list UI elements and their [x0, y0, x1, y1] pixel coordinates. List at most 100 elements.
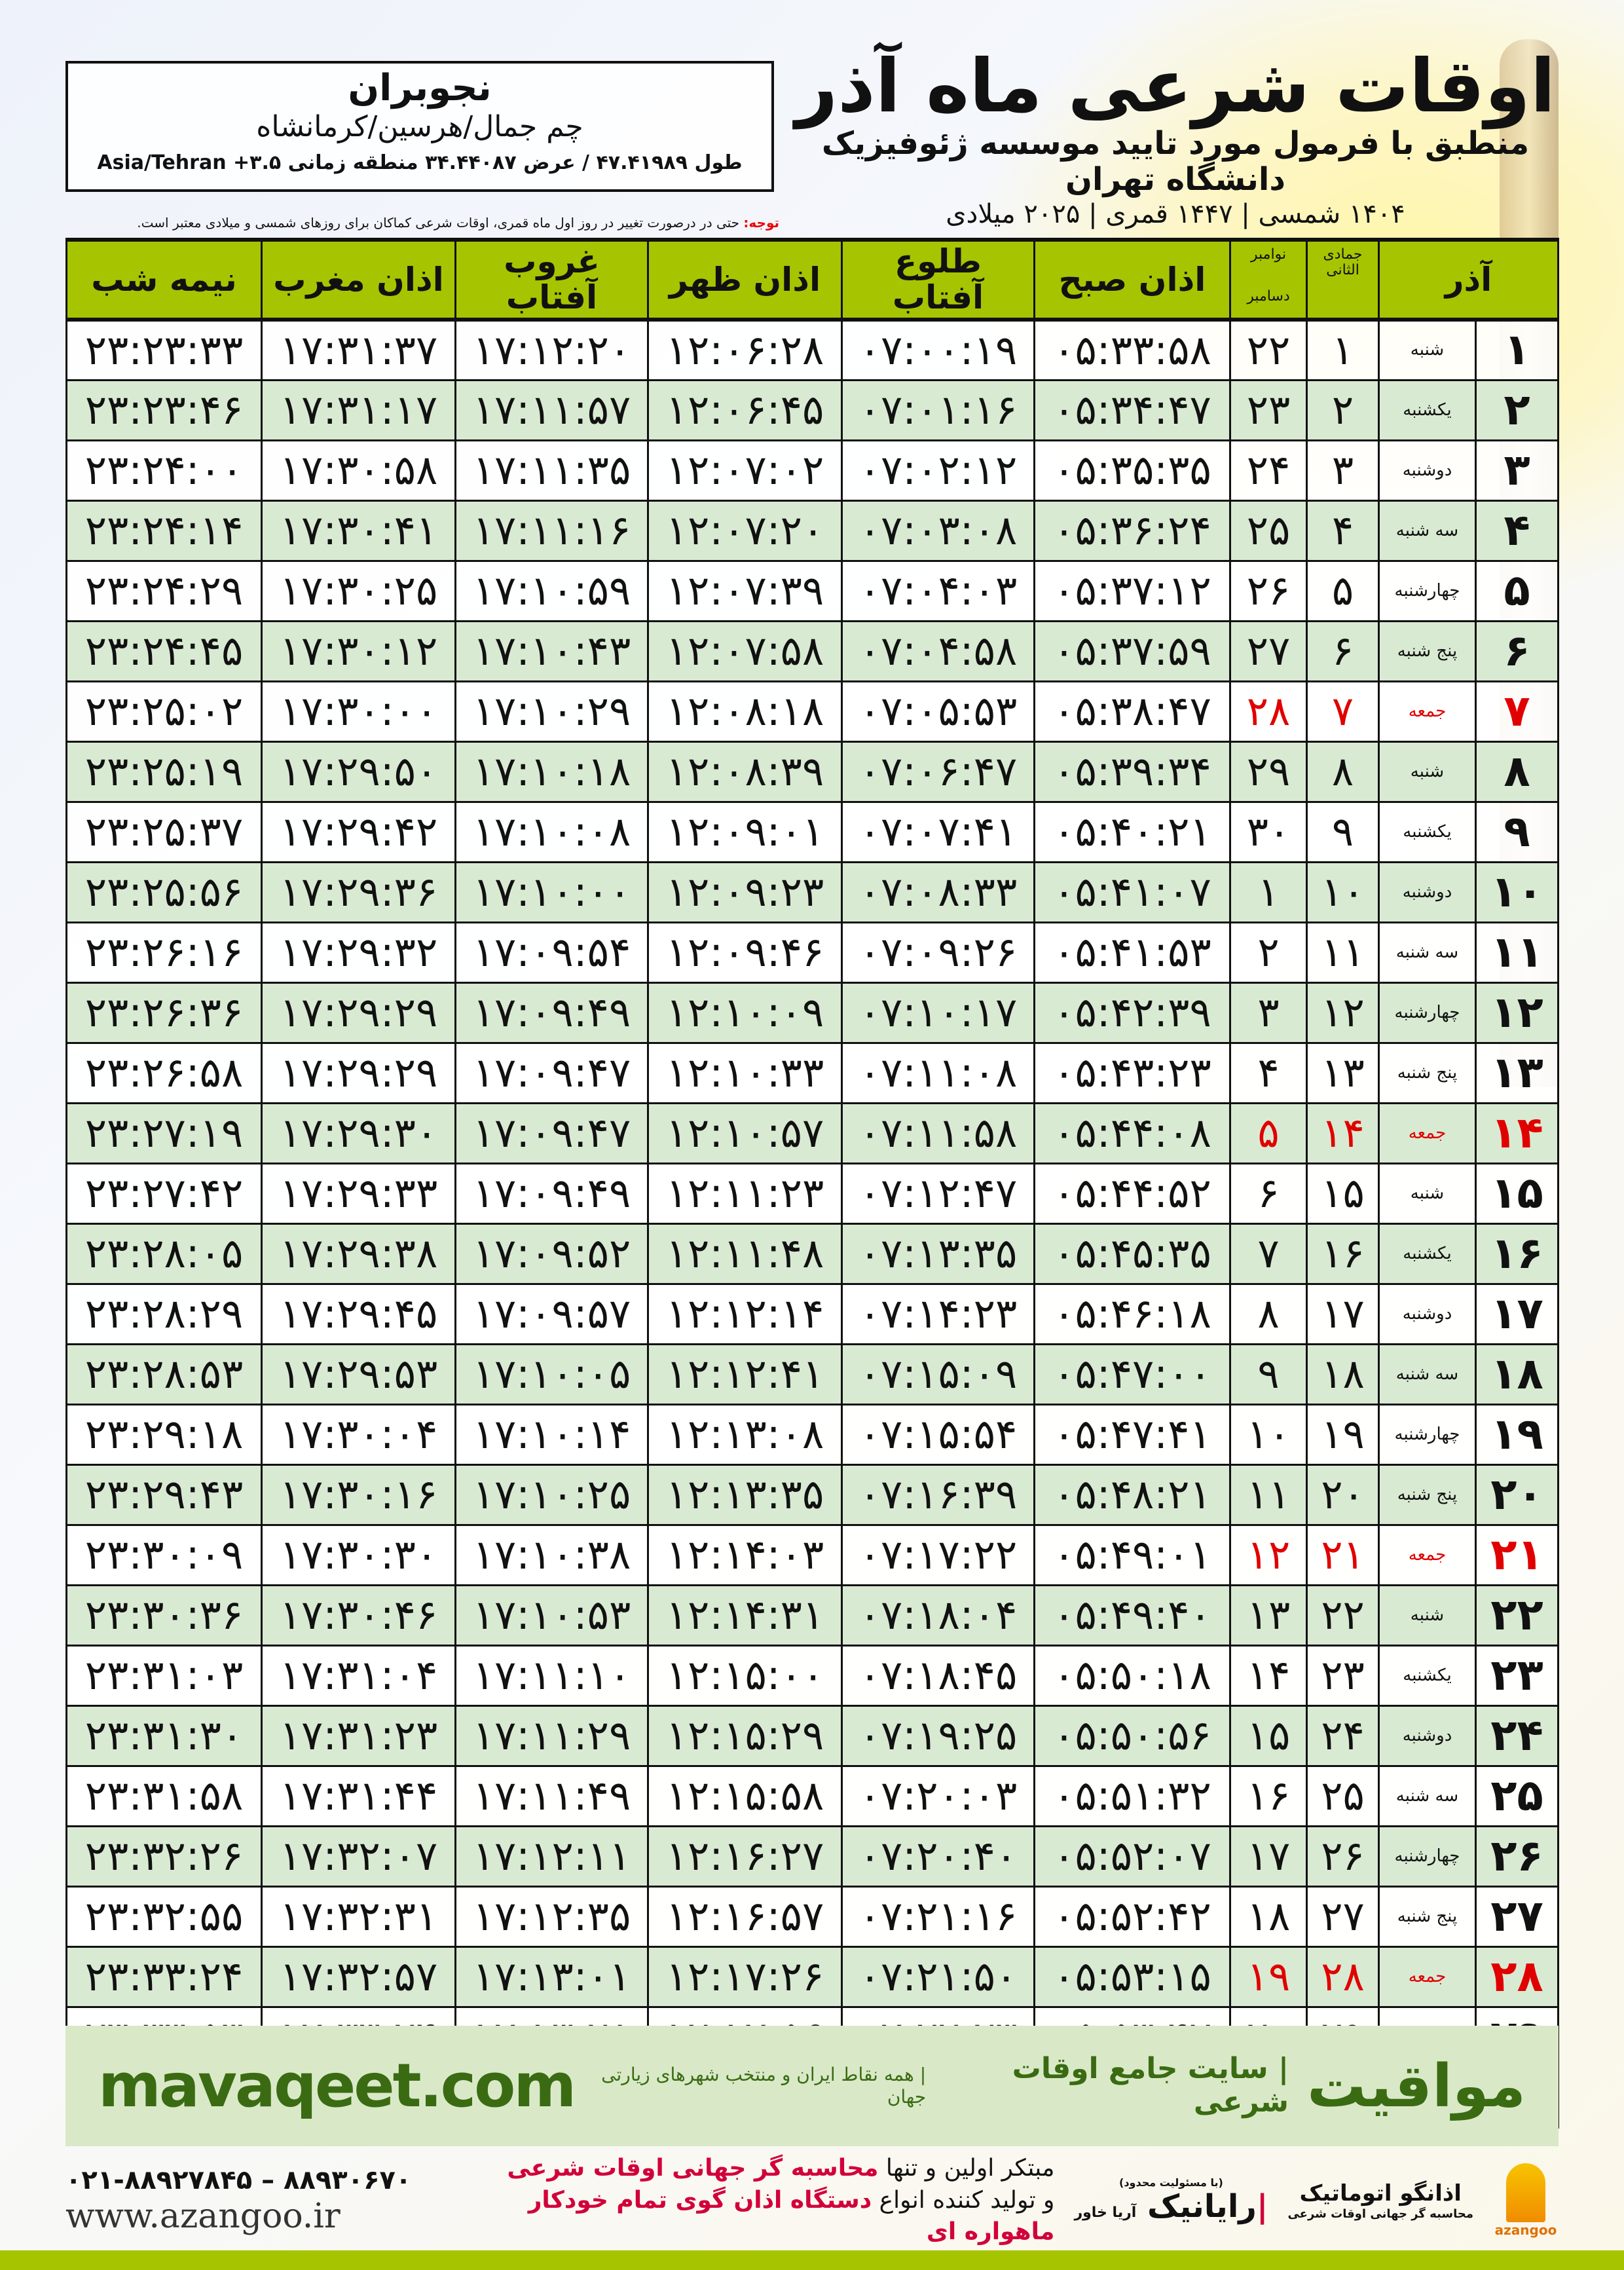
cell-tolu: ۰۷:۱۲:۴۷ [841, 1162, 1035, 1225]
cell-zohr: ۱۲:۱۳:۳۵ [647, 1463, 843, 1526]
cell-ghorub: ۱۷:۱۱:۲۹ [454, 1704, 649, 1767]
cell-maghrib: ۱۷:۳۱:۲۳ [261, 1704, 456, 1767]
cell-azar-day: ۸ [1475, 740, 1559, 803]
page-title: اوقات شرعی ماه آذر [795, 44, 1556, 129]
cell-zohr: ۱۲:۱۲:۱۴ [647, 1282, 843, 1345]
cell-gregorian-day: ۱۶ [1229, 1764, 1308, 1827]
cell-zohr: ۱۲:۰۷:۲۰ [647, 499, 843, 562]
cell-ghorub: ۱۷:۱۰:۰۸ [454, 800, 649, 863]
table-row: ۹ یکشنبه ۹ ۳۰ ۰۵:۴۰:۲۱ ۰۷:۰۷:۴۱ ۱۲:۰۹:۰۱ ۱۷:۱۰:… [65, 800, 1559, 863]
cell-weekday: دوشنبه [1378, 1282, 1477, 1345]
promo-line2-a: و تولید کننده انواع [872, 2186, 1055, 2214]
location-name: نجوبران [348, 67, 492, 109]
cell-maghrib: ۱۷:۳۰:۵۸ [261, 439, 456, 502]
cell-jumada-day: ۱۰ [1306, 861, 1380, 923]
cell-tolu: ۰۷:۰۵:۵۳ [841, 680, 1035, 743]
rayanik-sub: آریا خاور [1074, 2205, 1137, 2221]
cell-tolu: ۰۷:۱۸:۰۴ [841, 1584, 1035, 1647]
cell-sobh: ۰۵:۴۵:۳۵ [1033, 1222, 1231, 1285]
cell-azar-day: ۲۴ [1475, 1704, 1559, 1767]
cell-zohr: ۱۲:۱۷:۲۶ [647, 1945, 843, 2008]
cell-zohr: ۱۲:۱۶:۲۷ [647, 1825, 843, 1888]
cell-gregorian-day: ۹ [1229, 1343, 1308, 1405]
azangoo-site-link[interactable]: www.azangoo.ir [65, 2196, 341, 2236]
cell-zohr: ۱۲:۱۱:۲۳ [647, 1162, 843, 1225]
cell-weekday: جمعه [1378, 680, 1477, 743]
cell-tolu: ۰۷:۲۱:۱۶ [841, 1885, 1035, 1948]
cell-maghrib: ۱۷:۳۰:۲۵ [261, 559, 456, 622]
cell-jumada-day: ۲۲ [1306, 1584, 1380, 1647]
table-row: ۱۹ چهارشنبه ۱۹ ۱۰ ۰۵:۴۷:۴۱ ۰۷:۱۵:۵۴ ۱۲:۱۳:۰۸ ۱۷… [65, 1403, 1559, 1466]
cell-weekday: دوشنبه [1378, 861, 1477, 923]
cell-zohr: ۱۲:۱۵:۰۰ [647, 1644, 843, 1707]
contact-row: azangoo اذانگو اتوماتیک محاسبه گر جهانی ا… [65, 2155, 1559, 2246]
promo-line1-b: محاسبه گر جهانی اوقات شرعی [507, 2155, 879, 2182]
cell-maghrib: ۱۷:۳۱:۰۴ [261, 1644, 456, 1707]
cell-sobh: ۰۵:۳۴:۴۷ [1033, 379, 1231, 441]
cell-azar-day: ۲۲ [1475, 1584, 1559, 1647]
cell-maghrib: ۱۷:۲۹:۳۶ [261, 861, 456, 923]
cell-gregorian-day: ۴ [1229, 1041, 1308, 1104]
cell-azar-day: ۱۴ [1475, 1102, 1559, 1164]
cell-zohr: ۱۲:۱۰:۰۹ [647, 981, 843, 1044]
cell-weekday: پنج شنبه [1378, 1041, 1477, 1104]
table-row: ۸ شنبه ۸ ۲۹ ۰۵:۳۹:۳۴ ۰۷:۰۶:۴۷ ۱۲:۰۸:۳۹ ۱۷:۱۰:۱۸… [65, 740, 1559, 803]
cell-weekday: چهارشنبه [1378, 559, 1477, 622]
cell-ghorub: ۱۷:۱۰:۰۰ [454, 861, 649, 923]
table-row: ۶ پنج شنبه ۶ ۲۷ ۰۵:۳۷:۵۹ ۰۷:۰۴:۵۸ ۱۲:۰۷:۵۸ ۱۷:۱… [65, 620, 1559, 682]
cell-ghorub: ۱۷:۱۰:۵۳ [454, 1584, 649, 1647]
cell-weekday: سه شنبه [1378, 1764, 1477, 1827]
mavaqeet-site-link[interactable]: mavaqeet.com [98, 2051, 576, 2121]
cell-ghorub: ۱۷:۰۹:۴۹ [454, 1162, 649, 1225]
table-row: ۱۷ دوشنبه ۱۷ ۸ ۰۵:۴۶:۱۸ ۰۷:۱۴:۲۳ ۱۲:۱۲:۱۴ ۱۷:۰۹… [65, 1282, 1559, 1345]
cell-zohr: ۱۲:۱۵:۲۹ [647, 1704, 843, 1767]
cell-ghorub: ۱۷:۱۱:۵۷ [454, 379, 649, 441]
cell-sobh: ۰۵:۳۹:۳۴ [1033, 740, 1231, 803]
cell-zohr: ۱۲:۱۲:۴۱ [647, 1343, 843, 1405]
cell-maghrib: ۱۷:۲۹:۲۹ [261, 1041, 456, 1104]
cell-maghrib: ۱۷:۳۰:۰۰ [261, 680, 456, 743]
location-region: چم جمال/هرسین/کرمانشاه [256, 110, 583, 144]
cell-zohr: ۱۲:۱۴:۰۳ [647, 1523, 843, 1586]
cell-tolu: ۰۷:۱۸:۴۵ [841, 1644, 1035, 1707]
cell-nimeh-shab: ۲۳:۳۱:۰۳ [65, 1644, 263, 1707]
cell-azar-day: ۴ [1475, 499, 1559, 562]
cell-sobh: ۰۵:۴۸:۲۱ [1033, 1463, 1231, 1526]
cell-ghorub: ۱۷:۱۱:۱۶ [454, 499, 649, 562]
cell-gregorian-day: ۵ [1229, 1102, 1308, 1164]
cell-tolu: ۰۷:۱۵:۰۹ [841, 1343, 1035, 1405]
cell-zohr: ۱۲:۱۰:۵۷ [647, 1102, 843, 1164]
cell-weekday: شنبه [1378, 740, 1477, 803]
cell-gregorian-day: ۲۲ [1229, 318, 1308, 381]
cell-sobh: ۰۵:۵۰:۵۶ [1033, 1704, 1231, 1767]
cell-weekday: سه شنبه [1378, 499, 1477, 562]
cell-nimeh-shab: ۲۳:۲۵:۱۹ [65, 740, 263, 803]
table-row: ۱۲ چهارشنبه ۱۲ ۳ ۰۵:۴۲:۳۹ ۰۷:۱۰:۱۷ ۱۲:۱۰:۰۹ ۱۷:… [65, 981, 1559, 1044]
note: توجه: حتی در درصورت تغییر در روز اول ماه… [65, 215, 779, 231]
cell-gregorian-day: ۶ [1229, 1162, 1308, 1225]
cell-jumada-day: ۷ [1306, 680, 1380, 743]
cell-nimeh-shab: ۲۳:۲۶:۱۶ [65, 921, 263, 984]
cell-maghrib: ۱۷:۲۹:۳۲ [261, 921, 456, 984]
rayanik-note: (با مسئولیت محدود) [1119, 2176, 1223, 2189]
cell-zohr: ۱۲:۰۷:۰۲ [647, 439, 843, 502]
cell-ghorub: ۱۷:۱۰:۲۵ [454, 1463, 649, 1526]
mavaqeet-slogan-sub: | همه نقاط ایران و منتخب شهرهای زیارتی ج… [601, 2064, 927, 2108]
cell-nimeh-shab: ۲۳:۳۳:۲۴ [65, 1945, 263, 2008]
cell-sobh: ۰۵:۴۰:۲۱ [1033, 800, 1231, 863]
header-november: نوامبر [1250, 246, 1287, 263]
cell-ghorub: ۱۷:۱۱:۴۹ [454, 1764, 649, 1827]
cell-nimeh-shab: ۲۳:۲۶:۳۶ [65, 981, 263, 1044]
cell-jumada-day: ۱۹ [1306, 1403, 1380, 1466]
header-azar: آذر [1378, 238, 1559, 322]
cell-ghorub: ۱۷:۱۰:۲۹ [454, 680, 649, 743]
cell-maghrib: ۱۷:۳۲:۳۱ [261, 1885, 456, 1948]
cell-gregorian-day: ۱۴ [1229, 1644, 1308, 1707]
location-coords: طول ۴۷.۴۱۹۸۹ / عرض ۳۴.۴۴۰۸۷ منطقه زمانی … [97, 151, 743, 174]
cell-nimeh-shab: ۲۳:۲۵:۳۷ [65, 800, 263, 863]
cell-sobh: ۰۵:۵۳:۱۵ [1033, 1945, 1231, 2008]
cell-jumada-day: ۵ [1306, 559, 1380, 622]
cell-weekday: یکشنبه [1378, 1644, 1477, 1707]
cell-maghrib: ۱۷:۳۲:۵۷ [261, 1945, 456, 2008]
table-row: ۱۴ جمعه ۱۴ ۵ ۰۵:۴۴:۰۸ ۰۷:۱۱:۵۸ ۱۲:۱۰:۵۷ ۱۷:۰۹:۴… [65, 1102, 1559, 1164]
